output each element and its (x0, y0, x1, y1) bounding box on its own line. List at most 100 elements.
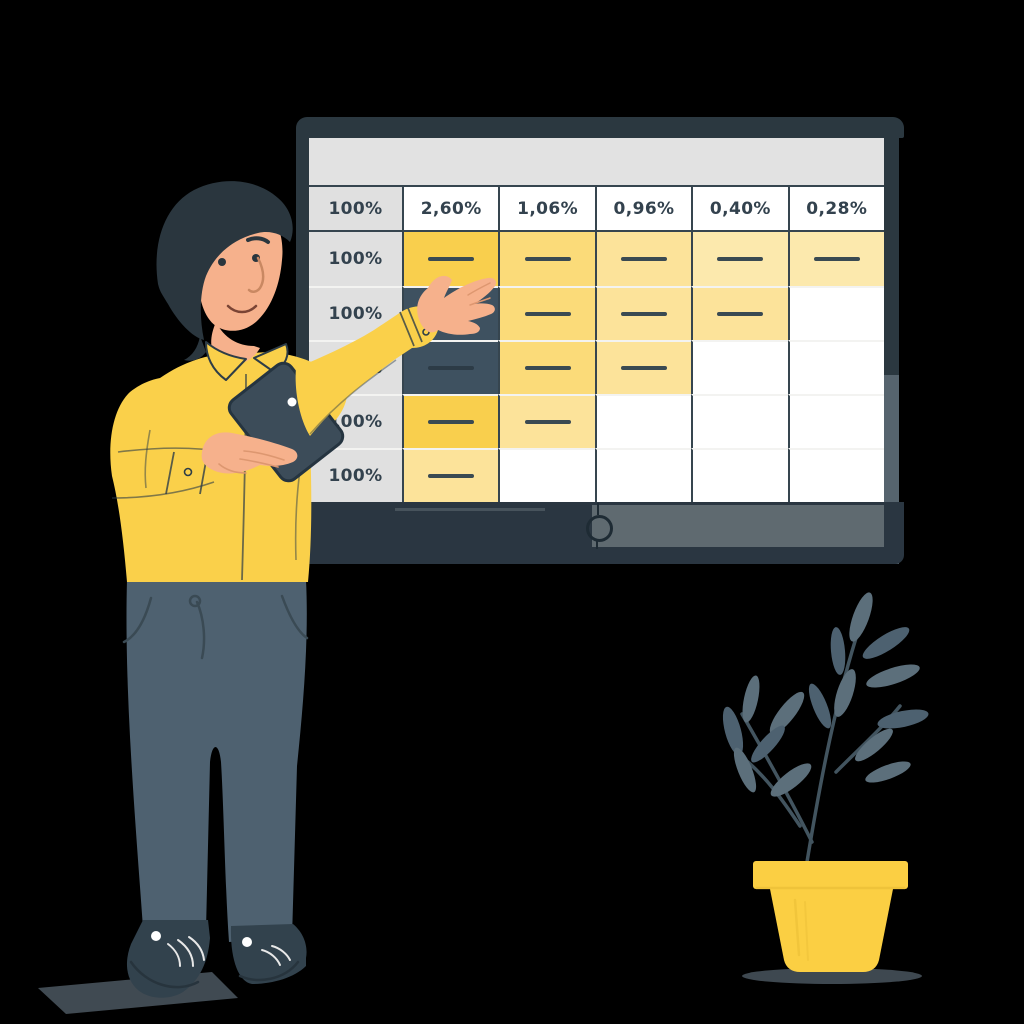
plant-leaf (733, 747, 757, 793)
header-cell: 0,28% (787, 185, 884, 232)
board-left-frame (296, 135, 309, 505)
cell-dash-mark (813, 257, 860, 261)
row-label: 100% (309, 286, 402, 340)
table-cell (402, 286, 499, 340)
cell-dash-mark (428, 474, 475, 478)
board-bottom-highlight (395, 508, 545, 511)
header-cell: 2,60% (402, 185, 499, 232)
tablet-hand (201, 432, 298, 474)
eyebrow-right (246, 236, 270, 244)
row-label: 100% (309, 394, 402, 448)
table-cell (402, 232, 499, 286)
plant-leaf (862, 627, 910, 659)
presenter-head (156, 181, 293, 361)
table-cell (498, 394, 595, 448)
table-cell (594, 448, 692, 502)
plant-leaf (770, 763, 812, 797)
left-shoe (126, 920, 210, 998)
shoe-dot (242, 937, 252, 947)
table-cell (498, 340, 595, 394)
plant-leaf (849, 592, 873, 642)
floor-shadow (38, 972, 238, 1014)
header-cell: 1,06% (498, 185, 595, 232)
collar-right (253, 343, 289, 373)
plant-leaf (830, 627, 846, 675)
pot-rim (753, 861, 908, 889)
table-cell (594, 394, 692, 448)
table-cell (498, 448, 595, 502)
collar-left (205, 341, 247, 381)
table-cell (787, 232, 884, 286)
row-label: 100% (309, 448, 402, 502)
plant-leaves (722, 592, 929, 797)
table-cell (594, 286, 692, 340)
table-cell (402, 394, 499, 448)
plant-leaf (751, 725, 785, 763)
eye-right (252, 254, 260, 262)
row-label: 100% (309, 340, 402, 394)
row-label: 100% (309, 232, 402, 286)
cell-dash-mark (717, 312, 764, 316)
plant-leaf (877, 709, 929, 729)
cell-dash-mark (428, 257, 475, 261)
potted-plant (722, 592, 929, 984)
shoe-dot (151, 931, 161, 941)
plant-leaf (866, 664, 920, 688)
board-bottom-panel (592, 505, 884, 547)
board-right-frame (884, 135, 899, 375)
table-cell (691, 394, 788, 448)
header-cell: 0,40% (691, 185, 788, 232)
pot-body (770, 889, 893, 972)
table-cell (402, 340, 499, 394)
percentage-table: 100% 2,60% 1,06% 0,96% 0,40% 0,28% 100% … (309, 185, 884, 502)
nose-line (247, 256, 265, 293)
plant-leaf (834, 669, 856, 717)
table-cell (787, 340, 884, 394)
cell-dash-mark (620, 312, 667, 316)
pot-shadow (742, 968, 922, 984)
table-cell (787, 448, 884, 502)
plant-leaf (855, 728, 893, 762)
header-cell: 0,96% (594, 185, 692, 232)
presenter-face (198, 200, 283, 331)
table-cell (402, 448, 499, 502)
table-cell (691, 340, 788, 394)
smile (226, 304, 258, 314)
table-cell (594, 340, 692, 394)
header-cell: 100% (309, 185, 402, 232)
cell-dash-mark (620, 366, 667, 370)
table-cell (787, 286, 884, 340)
pants-button (188, 594, 202, 608)
table-cell (787, 394, 884, 448)
plant-stems (740, 616, 902, 870)
shirt-placket-line (241, 373, 247, 581)
presenter-pants (122, 580, 309, 942)
plant-leaf (865, 761, 911, 783)
cell-dash-mark (428, 366, 475, 370)
cell-dash-mark (620, 257, 667, 261)
table-cell (594, 232, 692, 286)
hook-stub (596, 540, 598, 549)
cuff-button (183, 467, 193, 477)
eyebrow-left (208, 239, 232, 248)
plant-leaf (808, 683, 832, 729)
plant-leaf (722, 706, 744, 756)
cell-dash-mark (524, 420, 571, 424)
left-cuff-line (165, 451, 175, 495)
plant-leaf (742, 675, 760, 723)
presenter-hair (156, 181, 293, 340)
eye-left (218, 258, 226, 266)
plant-pot (753, 861, 908, 972)
table-cell (498, 286, 595, 340)
board-top-frame (296, 117, 904, 138)
table-cell (691, 232, 788, 286)
hook-stub (597, 503, 599, 515)
table-cell (498, 232, 595, 286)
table-cell (691, 286, 788, 340)
plant-leaf (769, 691, 805, 735)
cell-dash-mark (524, 312, 571, 316)
presentation-board: 100% 2,60% 1,06% 0,96% 0,40% 0,28% 100% … (296, 117, 904, 564)
presenter-neck-collar (205, 322, 289, 381)
board-hook-ring-icon (586, 515, 613, 542)
